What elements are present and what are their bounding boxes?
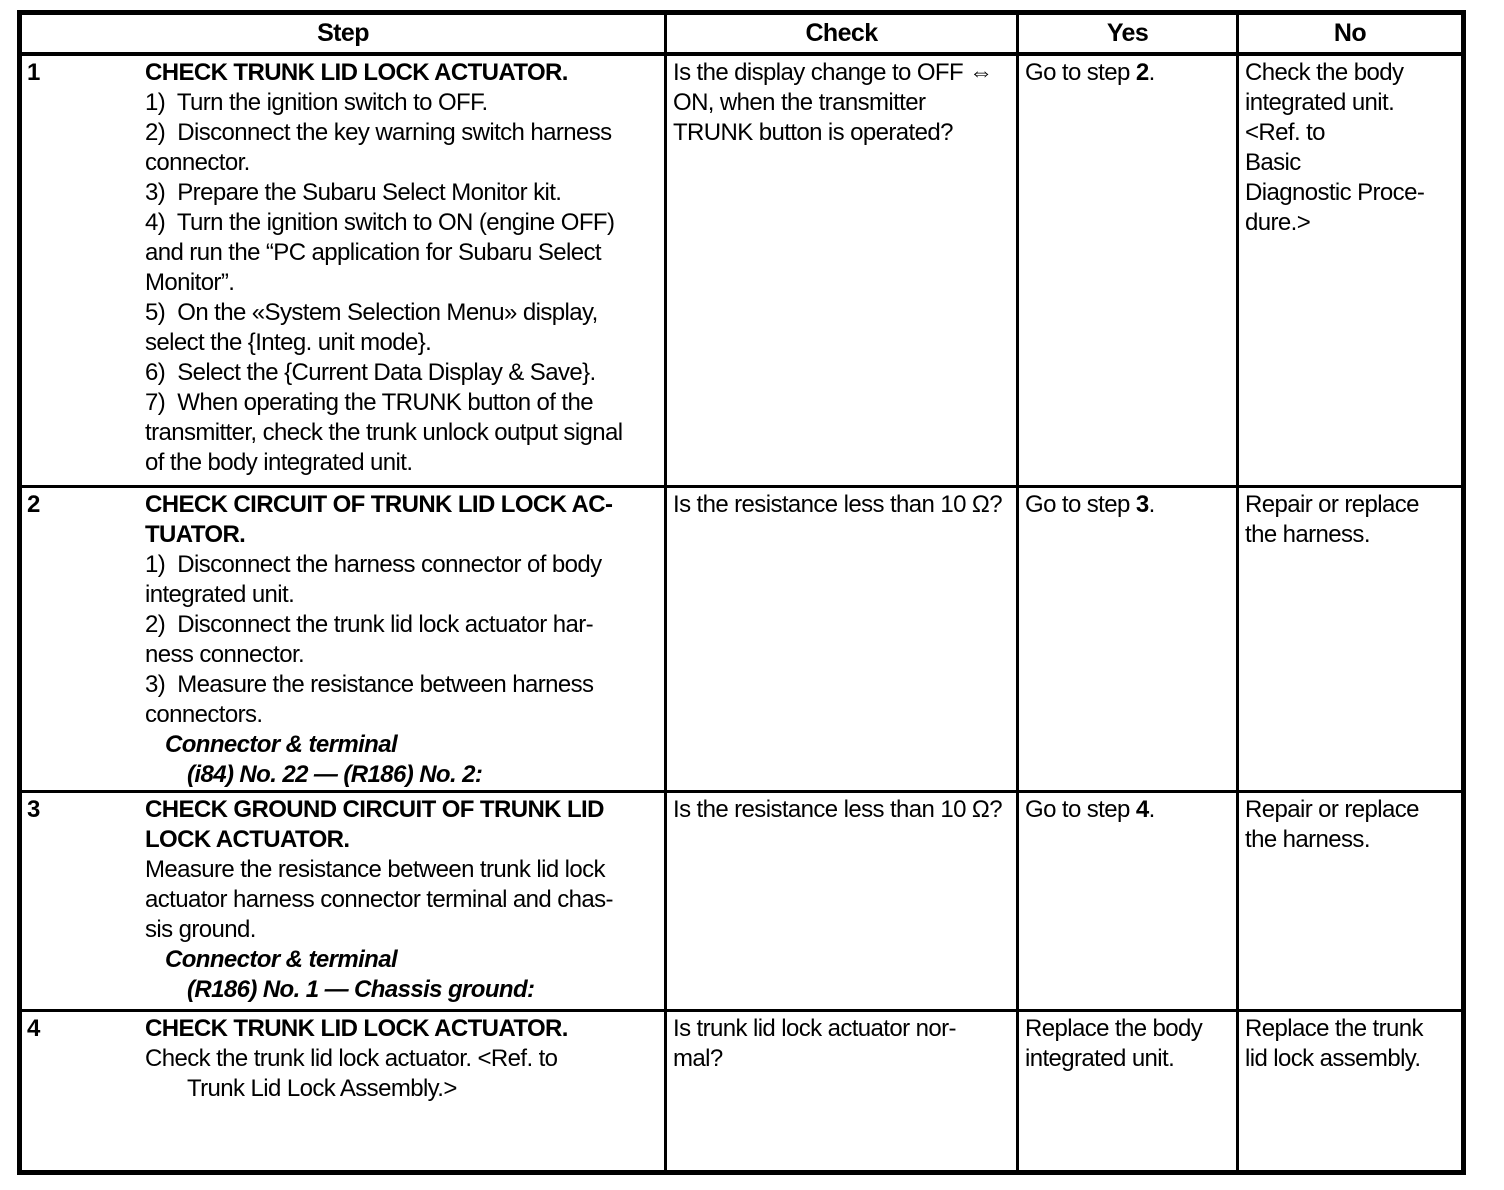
text-line: the harness. — [1245, 826, 1370, 853]
text-line: 5) On the «System Selection Menu» displa… — [145, 299, 598, 326]
yes-cell-1: Go to step 2. — [1019, 56, 1239, 488]
text-line: Repair or replace — [1245, 796, 1419, 823]
text-line: integrated unit. — [145, 581, 295, 608]
text-line: Is the resistance less than 10 Ω? — [673, 491, 1003, 518]
text-line: Is the display change to OFF ⇔ — [673, 59, 993, 86]
text-line: LOCK ACTUATOR. — [145, 826, 350, 853]
text-line: Go to step 4. — [1025, 796, 1155, 823]
text-line: 2) Disconnect the key warning switch har… — [145, 119, 612, 146]
text-line: select the {Integ. unit mode}. — [145, 329, 432, 356]
text-line: Is the resistance less than 10 Ω? — [673, 796, 1003, 823]
text-line: CHECK TRUNK LID LOCK ACTUATOR. — [145, 1015, 568, 1042]
text-line: and run the “PC application for Subaru S… — [145, 239, 602, 266]
text-line: 1) Turn the ignition switch to OFF. — [145, 89, 488, 116]
step-cell-3: 3 CHECK GROUND CIRCUIT OF TRUNK LID LOCK A… — [22, 793, 667, 1012]
diagnostic-table: Step Check Yes No 1 CHECK TRUNK LID LOCK … — [17, 10, 1466, 1175]
step-cell-2: 2 CHECK CIRCUIT OF TRUNK LID LOCK AC- TUAT… — [22, 488, 667, 793]
column-header-no: No — [1239, 15, 1461, 56]
text-line: connector. — [145, 149, 250, 176]
text-line: Go to step 2. — [1025, 59, 1155, 86]
step-cell-1: 1 CHECK TRUNK LID LOCK ACTUATOR. 1) Turn t… — [22, 56, 667, 488]
step-number: 3 — [27, 796, 40, 823]
text-line: (R186) No. 1 — Chassis ground: — [187, 976, 535, 1003]
text-line: lid lock assembly. — [1245, 1045, 1421, 1072]
text-line: Diagnostic Proce- — [1245, 179, 1425, 206]
text-line: dure.> — [1245, 209, 1311, 236]
text-line: Measure the resistance between trunk lid… — [145, 856, 606, 883]
text-line: integrated unit. — [1025, 1045, 1175, 1072]
text-line: Connector & terminal — [165, 731, 398, 758]
column-header-check: Check — [667, 15, 1019, 56]
text-line: Replace the trunk — [1245, 1015, 1424, 1042]
column-header-step: Step — [22, 15, 667, 56]
text-line: the harness. — [1245, 521, 1370, 548]
text-line: 1) Disconnect the harness connector of b… — [145, 551, 602, 578]
text-line: 4) Turn the ignition switch to ON (engin… — [145, 209, 615, 236]
text-line: integrated unit. — [1245, 89, 1395, 116]
text-line: Go to step 3. — [1025, 491, 1155, 518]
text-line: CHECK GROUND CIRCUIT OF TRUNK LID — [145, 796, 604, 823]
check-cell-1: Is the display change to OFF ⇔ ON, when t… — [667, 56, 1019, 488]
text-line: Repair or replace — [1245, 491, 1419, 518]
text-line: Check the trunk lid lock actuator. <Ref.… — [145, 1045, 558, 1072]
text-line: ON, when the transmitter — [673, 89, 926, 116]
text-line: 3) Measure the resistance between harnes… — [145, 671, 594, 698]
step-number: 1 — [27, 59, 40, 86]
text-line: TRUNK button is operated? — [673, 119, 953, 146]
text-line: connectors. — [145, 701, 263, 728]
step-instructions: CHECK TRUNK LID LOCK ACTUATOR. 1) Turn th… — [145, 58, 656, 478]
text-line: TUATOR. — [145, 521, 246, 548]
text-line: 7) When operating the TRUNK button of th… — [145, 389, 594, 416]
no-cell-3: Repair or replace the harness. — [1239, 793, 1461, 1012]
text-line: mal? — [673, 1045, 723, 1072]
service-manual-page: Step Check Yes No 1 CHECK TRUNK LID LOCK … — [0, 10, 1504, 1175]
no-cell-1: Check the body integrated unit. <Ref. to Ba… — [1239, 56, 1461, 488]
text-line: 6) Select the {Current Data Display & Sa… — [145, 359, 596, 386]
text-line: 2) Disconnect the trunk lid lock actuato… — [145, 611, 594, 638]
text-line: actuator harness connector terminal and … — [145, 886, 614, 913]
yes-cell-3: Go to step 4. — [1019, 793, 1239, 1012]
check-cell-3: Is the resistance less than 10 Ω? — [667, 793, 1019, 1012]
column-header-yes: Yes — [1019, 15, 1239, 56]
text-line: sis ground. — [145, 916, 256, 943]
text-line: Replace the body — [1025, 1015, 1203, 1042]
text-line: Connector & terminal — [165, 946, 398, 973]
step-cell-4: 4 CHECK TRUNK LID LOCK ACTUATOR. Check the… — [22, 1012, 667, 1170]
no-cell-2: Repair or replace the harness. — [1239, 488, 1461, 793]
text-line: ness connector. — [145, 641, 305, 668]
text-line: Monitor”. — [145, 269, 235, 296]
yes-cell-2: Go to step 3. — [1019, 488, 1239, 793]
step-instructions: CHECK GROUND CIRCUIT OF TRUNK LID LOCK AC… — [145, 795, 656, 1005]
text-line: of the body integrated unit. — [145, 449, 413, 476]
yes-cell-4: Replace the body integrated unit. — [1019, 1012, 1239, 1170]
text-line: transmitter, check the trunk unlock outp… — [145, 419, 623, 446]
no-cell-4: Replace the trunk lid lock assembly. — [1239, 1012, 1461, 1170]
text-line: <Ref. to — [1245, 119, 1326, 146]
check-cell-4: Is trunk lid lock actuator nor-mal? — [667, 1012, 1019, 1170]
step-instructions: CHECK CIRCUIT OF TRUNK LID LOCK AC- TUATO… — [145, 490, 656, 790]
text-line: CHECK CIRCUIT OF TRUNK LID LOCK AC- — [145, 491, 613, 518]
text-line: 3) Prepare the Subaru Select Monitor kit… — [145, 179, 562, 206]
text-line: Is trunk lid lock actuator nor- — [673, 1015, 956, 1042]
text-line: CHECK TRUNK LID LOCK ACTUATOR. — [145, 59, 568, 86]
step-number: 2 — [27, 491, 40, 518]
text-line: Check the body — [1245, 59, 1404, 86]
text-line: Basic — [1245, 149, 1301, 176]
text-line: Trunk Lid Lock Assembly.> — [187, 1075, 457, 1102]
step-instructions: CHECK TRUNK LID LOCK ACTUATOR. Check the … — [145, 1014, 656, 1104]
step-number: 4 — [27, 1015, 40, 1042]
check-cell-2: Is the resistance less than 10 Ω? — [667, 488, 1019, 793]
text-line: (i84) No. 22 — (R186) No. 2: — [187, 761, 483, 788]
